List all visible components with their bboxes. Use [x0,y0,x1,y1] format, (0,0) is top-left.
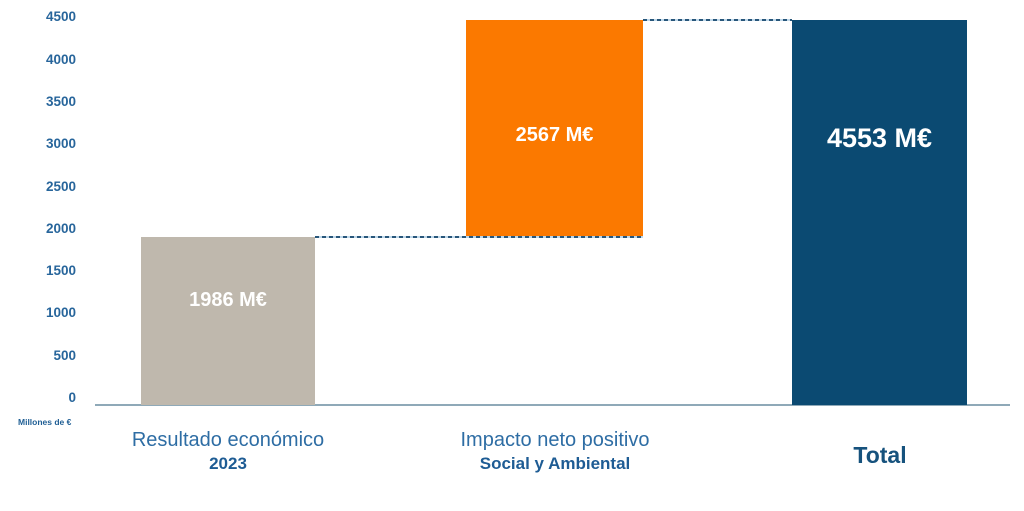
y-tick-4000: 4000 [45,51,76,67]
category-line2: Total [853,442,907,468]
bar-impacto-neto-positivo [466,20,643,238]
y-tick-2000: 2000 [45,220,76,236]
bar-value-label-resultado-economico: 1986 M€ [189,289,267,311]
y-axis-unit-label: Millones de € [18,417,72,427]
category-line1: Impacto neto positivo [460,429,650,451]
category-line2: 2023 [209,454,247,473]
y-tick-4500: 4500 [45,9,76,25]
y-tick-500: 500 [53,347,76,363]
bar-value-label-impacto-neto-positivo: 2567 M€ [515,124,594,146]
category-label-impacto-neto-positivo: Impacto neto positivo Social y Ambiental [385,428,725,474]
y-tick-3000: 3000 [45,136,76,152]
category-line2: Social y Ambiental [479,454,631,473]
connector-line-2 [643,19,792,21]
category-label-total: Total [710,428,1024,468]
category-label-resultado-economico: Resultado económico 2023 [58,428,398,474]
connector-line-1 [315,236,643,239]
y-tick-0: 0 [68,390,76,405]
x-axis-line [95,404,1010,406]
category-line1: Resultado económico [131,429,325,451]
y-tick-1000: 1000 [45,305,76,321]
bar-total [792,20,967,405]
y-tick-2500: 2500 [45,178,76,194]
y-tick-1500: 1500 [45,263,76,279]
bar-value-label-total: 4553 M€ [826,123,933,153]
y-tick-3500: 3500 [45,94,76,110]
bar-resultado-economico [141,237,315,405]
